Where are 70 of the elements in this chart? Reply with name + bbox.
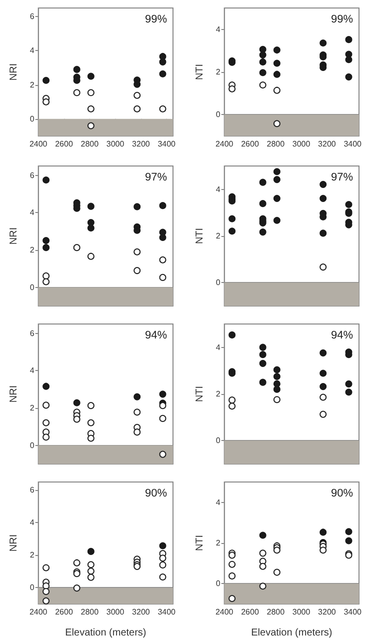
y-tick-label: 4 — [216, 342, 221, 352]
x-tick-label: 2600 — [55, 608, 74, 616]
y-tick-label: 2 — [30, 246, 35, 254]
y-tick-label: 4 — [30, 366, 35, 376]
x-tick-label: 3200 — [318, 608, 336, 616]
y-tick-label: 0 — [216, 278, 221, 288]
x-tick-label: 2400 — [29, 608, 48, 616]
x-tick-label: 3000 — [106, 608, 125, 616]
y-axis-title: NRI — [8, 227, 20, 245]
x-tick-label: 2400 — [29, 140, 48, 148]
x-tick-label: 2400 — [215, 140, 234, 148]
y-axis-title: NTI — [194, 534, 206, 552]
y-tick-label: 2 — [216, 232, 221, 240]
x-tick-label: 3000 — [106, 140, 125, 148]
x-tick-label: 2800 — [80, 140, 100, 148]
x-tick-label: 3400 — [158, 608, 176, 616]
y-tick-label: 4 — [30, 208, 35, 218]
annotation: 94% — [144, 330, 168, 342]
y-tick-label: 6 — [30, 486, 35, 495]
y-axis-title: NRI — [8, 534, 20, 552]
x-tick-label: 2400 — [215, 608, 234, 616]
x-tick-label: 2600 — [241, 608, 260, 616]
annotation: 90% — [144, 488, 168, 500]
y-tick-label: 4 — [30, 46, 35, 56]
annotation: 94% — [330, 330, 354, 342]
y-tick-label: 4 — [30, 518, 35, 528]
y-tick-label: 2 — [216, 68, 221, 76]
y-axis-title: NTI — [194, 228, 206, 244]
annotation: 99% — [144, 14, 168, 26]
y-axis-title: NTI — [194, 64, 206, 80]
y-tick-label: 2 — [216, 538, 221, 548]
y-tick-label: 0 — [30, 583, 35, 592]
x-tick-label: 3200 — [318, 140, 336, 148]
annotation: 97% — [330, 172, 354, 184]
x-tick-label: 2800 — [266, 608, 286, 616]
y-tick-label: 0 — [30, 114, 35, 124]
y-tick-label: 0 — [216, 110, 221, 120]
y-tick-label: 4 — [216, 498, 221, 507]
y-tick-label: 4 — [216, 24, 221, 34]
y-tick-label: 6 — [30, 12, 35, 22]
annotation: 99% — [330, 14, 354, 26]
x-tick-label: 3200 — [132, 140, 150, 148]
x-tick-label: 2800 — [80, 608, 100, 616]
y-tick-label: 2 — [216, 390, 221, 398]
x-tick-label: 3000 — [292, 140, 311, 148]
y-tick-label: 6 — [30, 170, 35, 180]
annotation: 97% — [144, 172, 168, 184]
y-tick-label: 0 — [30, 282, 35, 292]
y-tick-label: 6 — [30, 328, 35, 338]
x-tick-label: 2600 — [241, 140, 260, 148]
y-axis-title: NTI — [194, 386, 206, 402]
annotation: 90% — [330, 488, 354, 500]
x-tick-label: 3200 — [132, 608, 150, 616]
x-tick-label: 2800 — [266, 140, 286, 148]
x-tick-label: 3400 — [158, 140, 176, 148]
y-axis-title: NRI — [8, 385, 20, 403]
x-tick-label: 3400 — [344, 140, 362, 148]
x-tick-label: 3000 — [292, 608, 311, 616]
y-tick-label: 2 — [30, 404, 35, 412]
y-tick-label: 4 — [216, 184, 221, 194]
x-tick-label: 2600 — [55, 140, 74, 148]
x-axis-title: Elevation (meters) — [251, 628, 332, 638]
y-tick-label: 0 — [30, 440, 35, 450]
x-tick-label: 3400 — [344, 608, 362, 616]
y-tick-label: 0 — [216, 579, 221, 588]
y-tick-label: 0 — [216, 436, 221, 446]
y-axis-title: NRI — [8, 63, 20, 81]
y-tick-label: 2 — [30, 550, 35, 560]
x-axis-title: Elevation (meters) — [65, 628, 146, 638]
y-tick-label: 2 — [30, 80, 35, 90]
